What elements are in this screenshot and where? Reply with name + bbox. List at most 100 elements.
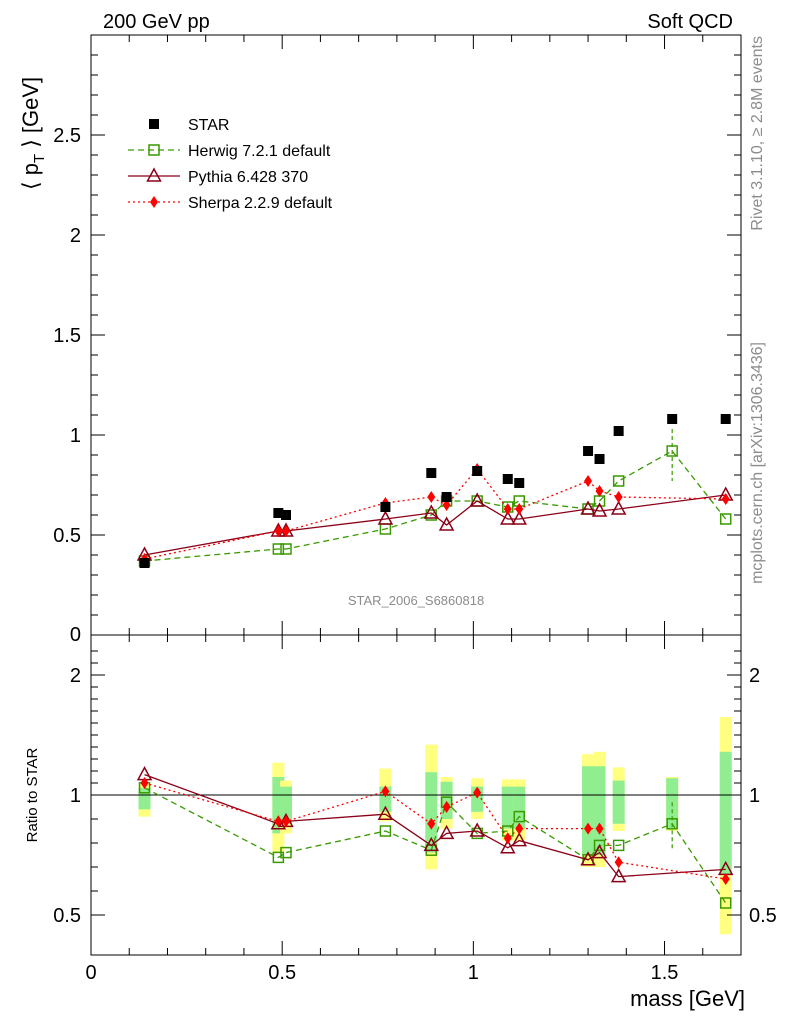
ratio-ticks: 0.5 0.5 1 1 2 2 0 0.5 1 1.5 [53, 635, 777, 984]
header-right: Soft QCD [647, 11, 733, 33]
ratio-pythia-6-428-370-point [511, 832, 527, 847]
main-herwig-7-2-1-default-point [280, 543, 292, 555]
ratio-y-tick-label-left: 1 [70, 785, 81, 807]
main-pythia-6-428-370-point [580, 500, 596, 515]
ratio-sherpa-2-2-9-default-point [595, 822, 604, 835]
main-star-point [139, 558, 150, 568]
main-star-point [281, 510, 291, 520]
ratio-y-tick-label-right: 1 [749, 785, 760, 807]
ratio-y-tick-label-right: 2 [749, 665, 760, 687]
main-pythia-6-428-370-point [511, 510, 527, 525]
ratio-bands [138, 717, 732, 935]
main-y-tick-label: 2.5 [53, 125, 81, 147]
main-pythia-6-428-370-line [144, 494, 726, 556]
ratio-sherpa-2-2-9-default-point [274, 815, 283, 828]
rivet-version-label: Rivet 3.1.10, ≥ 2.8M events [749, 36, 766, 231]
main-sherpa-2-2-9-default-point [584, 475, 593, 487]
main-star-point [594, 454, 605, 464]
analysis-watermark: STAR_2006_S6860818 [348, 593, 484, 608]
ratio-herwig-7-2-1-default-line [144, 787, 727, 904]
main-herwig-7-2-1-default-point [272, 543, 285, 555]
main-herwig-7-2-1-default-point [612, 475, 625, 487]
main-sherpa-2-2-9-default-point [614, 491, 623, 503]
ratio-pythia-6-428-370-point [580, 851, 596, 866]
main-pythia-6-428-370-point [591, 502, 608, 517]
ratio-sherpa-2-2-9-default-point [515, 822, 524, 835]
main-sherpa-2-2-9-default-point [721, 493, 730, 505]
main-star-point [273, 508, 284, 518]
ratio-band-inner [280, 786, 292, 824]
main-herwig-7-2-1-default-point [719, 513, 732, 525]
ratio-pythia-6-428-370-point [438, 824, 455, 840]
ratio-sherpa-2-2-9-default-point [427, 817, 436, 830]
ratio-band-inner [138, 787, 151, 810]
main-pythia-6-428-370-point [469, 492, 485, 507]
ratio-pythia-6-428-370-point [423, 836, 440, 852]
main-sherpa-2-2-9-default-point [282, 525, 290, 537]
legend-pythia-6-428-370-label: Pythia 6.428 370 [188, 169, 308, 186]
ratio-band-inner [513, 786, 526, 829]
ratio-sherpa-2-2-9-default-point [584, 822, 593, 835]
ratio-band-inner [719, 751, 732, 875]
ratio-pythia-6-428-370-point [610, 868, 627, 883]
main-panel: 0.5 1 1.5 2 2.5 0 STAR_2006_S6860818 ⟨ pT ⟩ [… [18, 34, 742, 646]
ratio-y-tick-label-right: 0.5 [749, 905, 777, 927]
x-tick-label: 1 [468, 962, 479, 984]
main-herwig-7-2-1-default-line [144, 450, 727, 562]
main-y-axis-label: ⟨ pT ⟩ [GeV] [18, 77, 48, 190]
x-tick-label: 0.5 [268, 962, 296, 984]
ratio-sherpa-2-2-9-default-point [282, 815, 290, 828]
main-sherpa-2-2-9-default-point [515, 503, 524, 515]
ratio-herwig-7-2-1-default-point [379, 825, 392, 837]
ratio-y-axis-label: Ratio to STAR [24, 747, 41, 842]
ratio-sherpa-2-2-9-default-point [473, 786, 482, 799]
main-star-point [514, 478, 525, 488]
header-left: 200 GeV pp [103, 11, 210, 33]
main-pythia-6-428-370-point [500, 510, 516, 525]
main-star-point [613, 426, 624, 436]
main-pythia-6-428-370-point [438, 516, 455, 531]
y-label-main: ⟨ p [18, 163, 43, 190]
main-star-point [380, 502, 391, 512]
main-y-tick-label-zero: 0 [70, 624, 81, 646]
main-star-point [426, 468, 437, 478]
ratio-sherpa-2-2-9-default-point [140, 777, 149, 789]
ratio-panel: 0.5 0.5 1 1 2 2 0 0.5 1 1.5 Ratio to STAR mass [G… [24, 634, 777, 1011]
main-pythia-6-428-370-point [610, 500, 627, 515]
y-label-tail: ⟩ [GeV] [18, 77, 43, 154]
main-pythia-6-428-370-point [377, 510, 394, 525]
legend: STAR Herwig 7.2.1 default Pythia 6.428 370… [128, 117, 333, 212]
main-star-point [502, 474, 513, 484]
ratio-herwig-7-2-1-default-point [513, 810, 525, 823]
ratio-herwig-7-2-1-default-point [719, 897, 732, 909]
ratio-sherpa-2-2-9-default-point [721, 873, 730, 885]
ratio-band-inner [425, 772, 438, 853]
main-plot-marks [136, 414, 734, 568]
ratio-band-inner [582, 766, 595, 855]
ratio-band-inner [612, 780, 625, 824]
ratio-band-inner [440, 781, 453, 819]
main-pythia-6-428-370-point [423, 504, 440, 519]
main-star-point [667, 414, 678, 424]
x-axis-label: mass [GeV] [630, 986, 745, 1011]
main-star-point [583, 446, 594, 456]
ratio-band-inner [593, 766, 606, 855]
ratio-herwig-7-2-1-default-point [280, 846, 292, 859]
x-tick-label: 1.5 [651, 962, 679, 984]
ratio-pythia-6-428-370-point [591, 844, 608, 859]
x-tick-label: 0 [85, 962, 96, 984]
main-y-tick-label: 2 [70, 225, 81, 247]
legend-pythia-6-428-370-marker [146, 167, 162, 182]
ratio-band-inner [501, 786, 514, 829]
ratio-herwig-7-2-1-default-point [593, 839, 606, 852]
ratio-y-tick-label-left: 2 [70, 665, 81, 687]
legend-star-marker [149, 119, 159, 129]
main-sherpa-2-2-9-default-point [274, 525, 283, 537]
main-star-point [441, 492, 452, 502]
ratio-sherpa-2-2-9-default-point [614, 856, 623, 869]
ratio-pythia-6-428-370-point [377, 805, 394, 820]
main-star-point [720, 414, 731, 424]
ratio-pythia-6-428-370-point [500, 839, 516, 854]
legend-herwig-7-2-1-default-label: Herwig 7.2.1 default [188, 143, 331, 160]
